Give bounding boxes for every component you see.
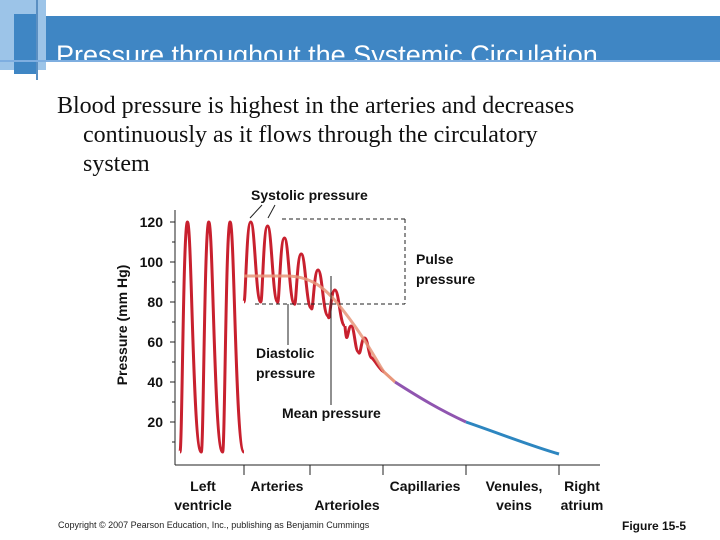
copyright-text: Copyright © 2007 Pearson Education, Inc.…: [58, 520, 370, 530]
region-right-atrium-1: Right: [564, 478, 600, 494]
mean-pressure-curve: [244, 274, 386, 373]
region-left-ventricle-1: Left: [190, 478, 216, 494]
body-line-3: system: [83, 151, 150, 177]
slide-title: Pressure throughout the Systemic Circula…: [56, 40, 598, 60]
region-arteries: Arteries: [251, 478, 304, 494]
region-right-atrium-2: atrium: [561, 497, 604, 513]
y-tick-label-120: 120: [140, 214, 164, 230]
y-tick-label-20: 20: [147, 414, 163, 430]
systolic-leader-2: [267, 204, 276, 219]
decor-line-horizontal: [0, 60, 720, 62]
body-line-1: Blood pressure is highest in the arterie…: [57, 93, 575, 119]
diastolic-label-1: Diastolic: [256, 345, 315, 361]
capillary-pressure-curve: [382, 370, 397, 384]
mean-label: Mean pressure: [282, 405, 381, 421]
slide-body-text: Blood pressure is highest in the arterie…: [57, 92, 677, 179]
y-axis-label: Pressure (mm Hg): [114, 265, 130, 386]
venous-pressure-curve: [394, 380, 467, 424]
systolic-label: Systolic pressure: [251, 187, 368, 203]
decor-line-vertical: [36, 0, 38, 80]
decor-square-inner: [14, 14, 36, 74]
region-left-ventricle-2: ventricle: [174, 497, 232, 513]
title-bar: Pressure throughout the Systemic Circula…: [46, 16, 720, 60]
left-ventricle-curve: [178, 220, 246, 454]
arterial-pressure-curve: [242, 220, 347, 328]
pulse-label-1: Pulse: [416, 251, 454, 267]
figure-label: Figure 15-5: [622, 519, 687, 533]
diastolic-label-2: pressure: [256, 365, 315, 381]
region-veins: veins: [496, 497, 532, 513]
systolic-leader: [249, 204, 263, 219]
vein-atrium-pressure-curve: [465, 420, 560, 456]
y-tick-label-100: 100: [140, 254, 164, 270]
pulse-label-2: pressure: [416, 271, 475, 287]
arteriole-pressure-curve: [343, 324, 385, 374]
body-line-2: continuously as it flows through the cir…: [83, 122, 538, 148]
region-venules: Venules,: [486, 478, 543, 494]
y-tick-label-40: 40: [147, 374, 163, 390]
y-tick-label-80: 80: [147, 294, 163, 310]
region-capillaries: Capillaries: [390, 478, 461, 494]
y-tick-label-60: 60: [147, 334, 163, 350]
region-arterioles: Arterioles: [314, 497, 380, 513]
